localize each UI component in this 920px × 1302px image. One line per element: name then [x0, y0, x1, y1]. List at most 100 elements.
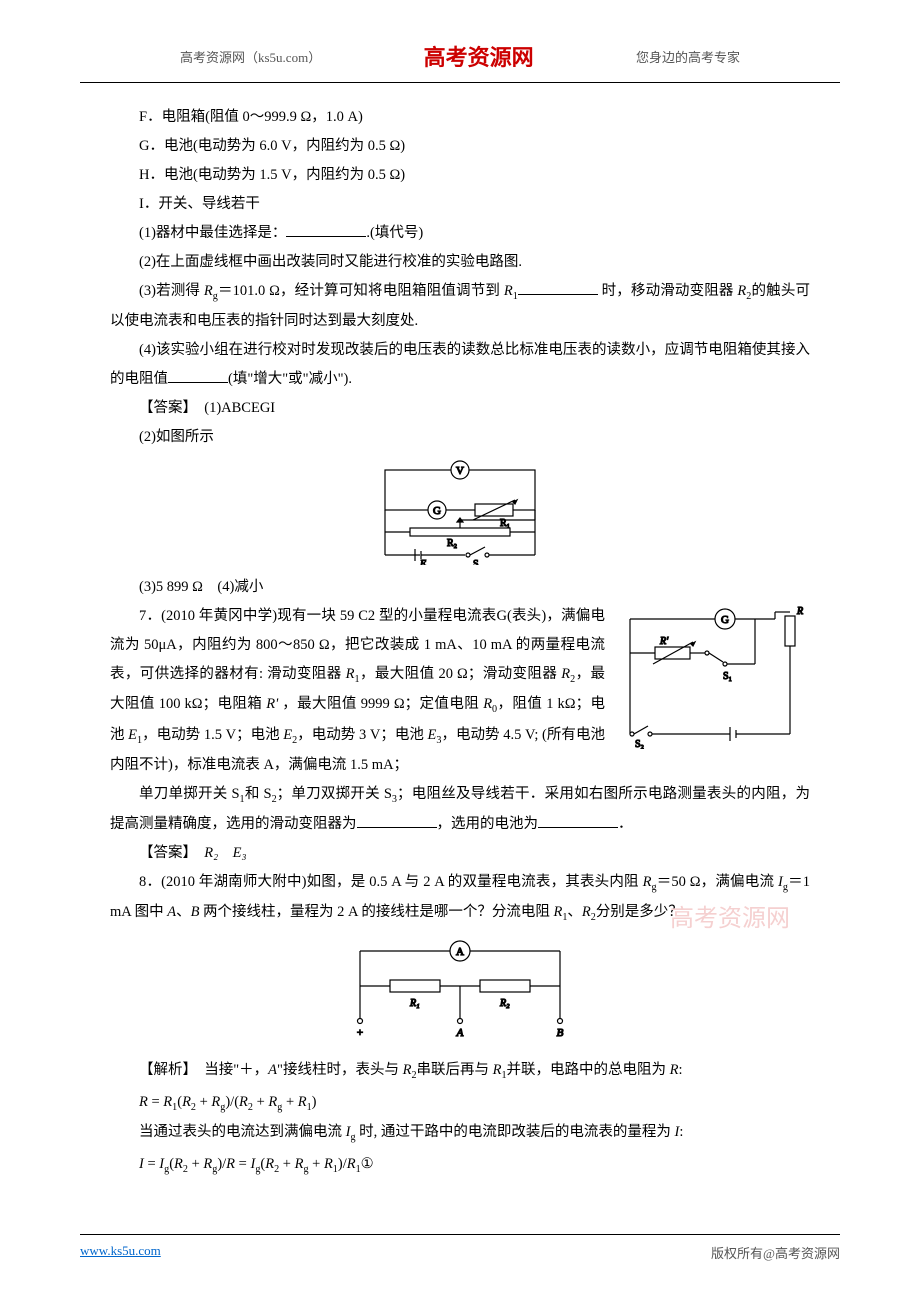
question-4: (4)该实验小组在进行校对时发现改装后的电压表的读数总比标准电压表的读数小，应调… [110, 336, 810, 394]
header-center: 高考资源网 [424, 40, 534, 72]
ans1-text: (1)ABCEGI [204, 400, 275, 416]
q7-R: R [796, 606, 803, 617]
q7-section: G R R' S₁ [110, 602, 810, 839]
blank-q4 [168, 369, 228, 384]
eq2-R: R [226, 1156, 235, 1172]
q3-c: 时，移动滑动变阻器 [598, 283, 738, 299]
blank-q3 [518, 281, 598, 296]
q7-E2: E [283, 727, 292, 743]
q8-text: 8．(2010 年湖南师大附中)如图，是 0.5 A 与 2 A 的双量程电流表… [110, 868, 810, 928]
answer-label-1: 答案 [139, 400, 190, 416]
q8-eq2: I = Ig(R2 + Rg)/R = Ig(R2 + Rg + R1)/R1① [110, 1148, 810, 1181]
q8-l3b: 时, 通过干路中的电流即改装后的电流表的量程为 [356, 1124, 675, 1140]
item-F: F．电阻箱(阻值 0～999.9 Ω，1.0 A) [110, 103, 810, 132]
circuit1-R2: R₂ [447, 538, 457, 549]
eq2-i: ① [361, 1156, 374, 1172]
item-H: H．电池(电动势为 1.5 V，内阻约为 0.5 Ω) [110, 161, 810, 190]
q8-Blabel: B [557, 1027, 564, 1039]
page-header: 高考资源网（ks5u.com） 高考资源网 您身边的高考专家 [80, 0, 840, 83]
eq2-Rg: R [203, 1156, 212, 1172]
eq2-c: )/ [217, 1156, 226, 1172]
eq1-R1a: R [163, 1094, 172, 1110]
q8-figR2: R₂ [499, 998, 510, 1009]
question-2: (2)在上面虚线框中画出改装同时又能进行校准的实验电路图. [110, 248, 810, 277]
q8-e: 两个接线柱，量程为 2 A 的接线柱是哪一个？分流电阻 [199, 904, 553, 920]
circuit1-V: V [456, 465, 464, 477]
q7-l2c: ；单刀双掷开关 S [277, 786, 392, 802]
q7-R1: R [346, 666, 355, 682]
q8-analysis: 解析 当接"＋，A"接线柱时，表头与 R2串联后再与 R1并联，电路中的总电阻为… [110, 1054, 810, 1087]
sym-R2: R [737, 283, 746, 299]
blank-q1 [286, 223, 366, 238]
q7-R0: R [483, 696, 492, 712]
q1-text: (1)器材中最佳选择是： [139, 225, 286, 241]
q8-a: 8．(2010 年湖南师大附中)如图，是 0.5 A 与 2 A 的双量程电流表… [139, 874, 643, 890]
footer-copyright: 版权所有@高考资源网 [711, 1243, 840, 1262]
q7-G: G [721, 614, 729, 626]
eq1-a: = [148, 1094, 163, 1110]
q8-plus: + [357, 1027, 363, 1039]
q8-ana-R: R [670, 1062, 679, 1078]
q8-figA: A [456, 946, 464, 958]
q8-ana-A: A [268, 1062, 277, 1078]
sym-Rg: R [204, 283, 213, 299]
q7-E1: E [128, 727, 137, 743]
q8-A: A [167, 904, 176, 920]
q7-line2: 单刀单掷开关 S1和 S2；单刀双掷开关 S3；电阻丝及导线若干．采用如右图所示… [110, 780, 810, 839]
q8-circuit: A R₁ R₂ + A B [330, 936, 590, 1046]
footer-url: www.ks5u.com [80, 1243, 161, 1262]
eq2-R1b: R [347, 1156, 356, 1172]
header-right: 您身边的高考专家 [636, 47, 740, 66]
q8-figR1: R₁ [409, 998, 420, 1009]
eq1-Rg: R [211, 1094, 220, 1110]
circuit1-G: G [433, 505, 441, 517]
question-1: (1)器材中最佳选择是： .(填代号) [110, 219, 810, 248]
q7-g: ，电动势 3 V；电池 [297, 727, 427, 743]
q7-R2s: R [561, 666, 570, 682]
q8-Alabel: A [456, 1027, 464, 1039]
document-content: F．电阻箱(阻值 0～999.9 Ω，1.0 A) G．电池(电动势为 6.0 … [0, 83, 920, 1202]
eq1-R2a: R [182, 1094, 191, 1110]
eq2-pre: = [144, 1156, 159, 1172]
q8-eq1: R = R1(R2 + Rg)/(R2 + Rg + R1) [110, 1088, 810, 1118]
item-G: G．电池(电动势为 6.0 V，内阻约为 0.5 Ω) [110, 132, 810, 161]
eq2-R2: R [174, 1156, 183, 1172]
q8-ana-b: "接线柱时，表头与 [277, 1062, 403, 1078]
circuit-diagram-1: V G R₁ R₂ E [365, 460, 555, 565]
eq2-f: + [279, 1156, 294, 1172]
q8-ana-d: 并联，电路中的总电阻为 [507, 1062, 670, 1078]
eq2-R1: R [324, 1156, 333, 1172]
q7-d: ，最大阻值 9999 Ω；定值电阻 [278, 696, 483, 712]
sym-R1: R [504, 283, 513, 299]
q8-b: ＝50 Ω，满偏电流 [657, 874, 778, 890]
q7-b: ，最大阻值 20 Ω；滑动变阻器 [360, 666, 562, 682]
q8-l3a: 当通过表头的电流达到满偏电流 [139, 1124, 346, 1140]
answer-3: (3)5 899 Ω (4)减小 [110, 573, 810, 602]
eq1-R: R [139, 1094, 148, 1110]
q1-suffix: .(填代号) [366, 225, 423, 241]
q8-line3: 当通过表头的电流达到满偏电流 Ig 时, 通过干路中的电流即改装后的电流表的量程… [110, 1118, 810, 1148]
q7-S1: S₁ [723, 671, 732, 682]
blank-q7b [538, 814, 618, 829]
answer-label-7: 答案 [139, 845, 190, 861]
q8-ana-a: 当接"＋， [204, 1062, 268, 1078]
question-3: (3)若测得 Rg＝101.0 Ω，经计算可知将电阻箱阻值调节到 R1 时，移动… [110, 277, 810, 336]
q7-l2a: 单刀单掷开关 S [139, 786, 240, 802]
eq2-R2b: R [265, 1156, 274, 1172]
eq2-g: + [309, 1156, 324, 1172]
q8-ana-c: 串联后再与 [417, 1062, 493, 1078]
q8-g: 分别是多少？ [596, 904, 683, 920]
eq2-h: )/ [338, 1156, 347, 1172]
q4-b: (填"增大"或"减小"). [228, 371, 352, 387]
header-left: 高考资源网（ks5u.com） [180, 47, 321, 66]
eq1-Rgb: R [268, 1094, 277, 1110]
eq1-g: ) [312, 1094, 317, 1110]
answer-2: (2)如图所示 [110, 423, 810, 452]
q3-a: (3)若测得 [139, 283, 204, 299]
page-footer: www.ks5u.com 版权所有@高考资源网 [80, 1234, 840, 1262]
circuit1-S: S [473, 559, 479, 565]
eq2-b: + [188, 1156, 203, 1172]
answer-1: 答案 (1)ABCEGI [110, 394, 810, 423]
eq1-R2b: R [239, 1094, 248, 1110]
q8-d: 、 [176, 904, 191, 920]
